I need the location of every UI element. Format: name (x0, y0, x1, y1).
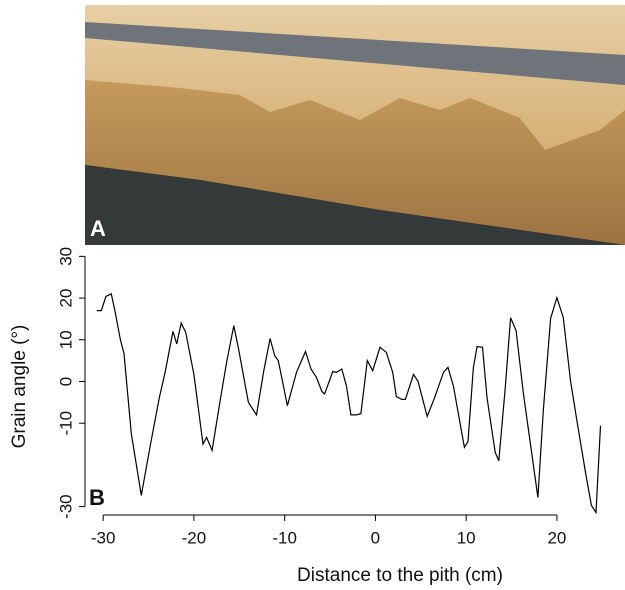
y-tick-label: 30 (56, 247, 75, 266)
x-tick-label: 10 (457, 528, 476, 547)
x-axis-title: Distance to the pith (cm) (297, 565, 503, 586)
x-tick-label: -10 (272, 528, 297, 547)
y-tick-label: -10 (56, 411, 75, 436)
y-tick-label: 20 (56, 289, 75, 308)
ruler (85, 22, 625, 85)
panel-label: A (90, 216, 106, 241)
y-tick-label: -30 (56, 494, 75, 519)
table (85, 165, 625, 245)
y-axis-title: Grain angle (°) (9, 325, 30, 449)
photo: A (85, 5, 625, 245)
data-line (96, 293, 602, 515)
x-tick-label: -30 (91, 528, 116, 547)
wood-side (85, 80, 625, 245)
x-tick-label: 20 (547, 528, 566, 547)
x-tick-label: 0 (371, 528, 380, 547)
x-tick-label: -20 (182, 528, 207, 547)
y-tick-label: 0 (56, 377, 75, 386)
y-tick-label: 10 (56, 330, 75, 349)
panel-label: B (89, 485, 105, 510)
